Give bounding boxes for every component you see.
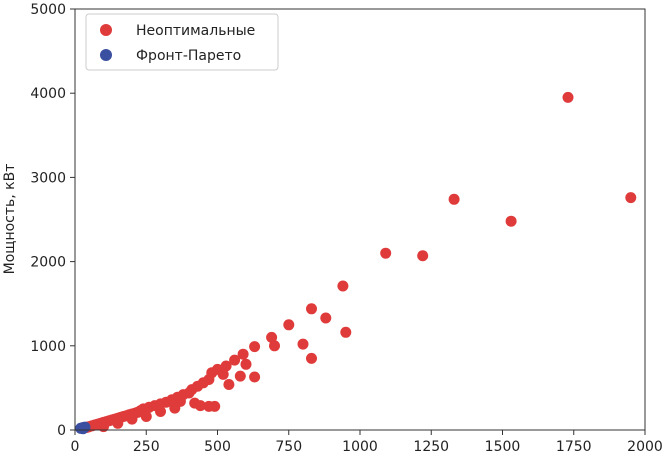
- x-tick-label-1: 250: [133, 439, 160, 455]
- nonoptimal-point-57: [126, 413, 138, 425]
- x-tick-label-0: 0: [71, 439, 80, 455]
- legend-box: [85, 13, 279, 71]
- nonoptimal-point-22: [217, 368, 229, 380]
- nonoptimal-point-24: [249, 371, 261, 383]
- x-tick-label-5: 1250: [413, 439, 449, 455]
- y-tick-label-2: 2000: [30, 255, 66, 271]
- nonoptimal-point-41: [209, 400, 221, 412]
- nonoptimal-point-14: [249, 341, 261, 353]
- plot-frame: [74, 8, 646, 431]
- y-axis-label: Мощность, кВт: [2, 164, 18, 275]
- x-axis-ticks: 0 250 500 750 1000 1250 1500 1750 2000: [71, 430, 663, 455]
- x-tick-label-8: 2000: [627, 439, 663, 455]
- nonoptimal-point-7: [306, 303, 317, 315]
- legend-marker-nonoptimal: [100, 24, 112, 36]
- nonoptimal-point-0: [562, 91, 574, 103]
- x-tick-label-2: 500: [204, 439, 231, 455]
- nonoptimal-point-1: [625, 192, 637, 204]
- nonoptimal-point-70: [98, 421, 109, 433]
- legend-label-nonoptimal: Неоптимальные: [136, 23, 255, 39]
- y-tick-label-1: 1000: [30, 339, 66, 355]
- x-tick-label-3: 750: [275, 439, 302, 455]
- x-tick-label-7: 1750: [556, 439, 592, 455]
- y-tick-label-5: 5000: [30, 2, 66, 18]
- nonoptimal-point-4: [380, 247, 392, 259]
- nonoptimal-point-18: [240, 358, 252, 370]
- nonoptimal-point-15: [306, 352, 317, 364]
- nonoptimal-point-53: [140, 411, 152, 422]
- nonoptimal-point-5: [417, 250, 429, 262]
- nonoptimal-point-3: [505, 215, 517, 227]
- pareto-point-4: [77, 423, 89, 435]
- nonoptimal-point-64: [112, 417, 124, 429]
- legend-marker-pareto: [100, 49, 112, 61]
- nonoptimal-point-6: [337, 280, 349, 292]
- y-tick-label-4: 4000: [30, 86, 66, 102]
- nonoptimal-point-12: [297, 338, 309, 350]
- nonoptimal-point-8: [320, 312, 332, 324]
- nonoptimal-point-23: [234, 370, 246, 382]
- nonoptimal-point-19: [220, 360, 232, 372]
- nonoptimal-point-11: [266, 331, 278, 343]
- nonoptimal-point-39: [194, 400, 206, 412]
- y-tick-label-3: 3000: [30, 170, 66, 186]
- x-tick-label-6: 1500: [485, 439, 521, 455]
- y-axis-ticks: 0 1000 2000 3000 4000 5000: [30, 2, 75, 439]
- nonoptimal-point-17: [229, 354, 241, 366]
- legend-label-pareto: Фронт-Парето: [136, 48, 241, 64]
- nonoptimal-point-47: [155, 406, 166, 417]
- x-tick-label-4: 1000: [342, 439, 378, 455]
- y-tick-label-0: 0: [57, 423, 66, 439]
- nonoptimal-point-44: [169, 402, 181, 414]
- nonoptimal-point-9: [283, 319, 295, 331]
- nonoptimal-point-2: [448, 193, 460, 205]
- nonoptimal-point-13: [269, 340, 280, 352]
- nonoptimal-point-16: [237, 348, 249, 360]
- nonoptimal-point-27: [223, 379, 235, 390]
- nonoptimal-point-10: [340, 326, 352, 338]
- chart-marks: [75, 91, 637, 435]
- legend: Неоптимальные Фронт-Парето: [85, 13, 279, 71]
